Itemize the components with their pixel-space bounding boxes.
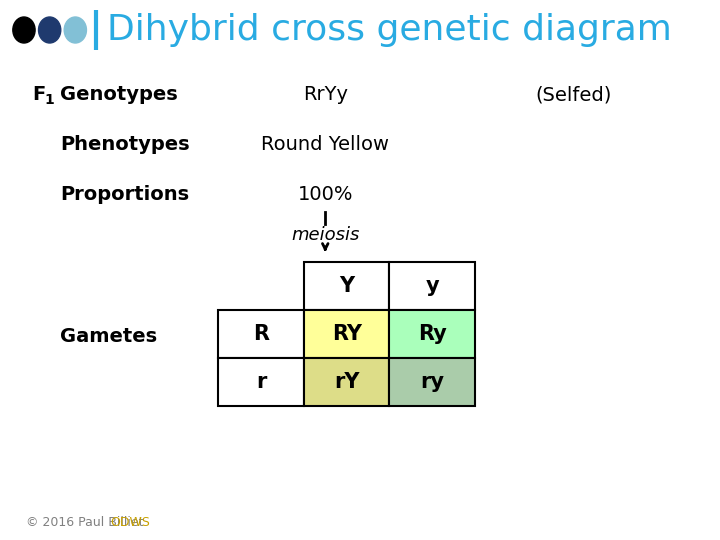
Text: 100%: 100% <box>297 186 353 205</box>
FancyBboxPatch shape <box>390 310 475 358</box>
FancyBboxPatch shape <box>218 358 304 406</box>
Text: Ry: Ry <box>418 324 446 344</box>
Text: rY: rY <box>334 372 359 392</box>
Text: F: F <box>32 85 46 105</box>
Text: Phenotypes: Phenotypes <box>60 136 189 154</box>
Text: r: r <box>256 372 266 392</box>
Text: Proportions: Proportions <box>60 186 189 205</box>
Circle shape <box>38 17 60 43</box>
Text: © 2016 Paul Billiet: © 2016 Paul Billiet <box>26 516 147 529</box>
Text: meiosis: meiosis <box>291 226 359 244</box>
FancyBboxPatch shape <box>304 358 390 406</box>
Text: Round Yellow: Round Yellow <box>261 136 390 154</box>
Text: Dihybrid cross genetic diagram: Dihybrid cross genetic diagram <box>107 13 672 47</box>
Circle shape <box>64 17 86 43</box>
Text: Gametes: Gametes <box>60 327 157 346</box>
Text: R: R <box>253 324 269 344</box>
Text: (Selfed): (Selfed) <box>535 85 612 105</box>
Text: ry: ry <box>420 372 444 392</box>
Text: 1: 1 <box>45 93 54 107</box>
FancyBboxPatch shape <box>304 262 390 310</box>
FancyBboxPatch shape <box>218 310 304 358</box>
FancyBboxPatch shape <box>390 358 475 406</box>
Text: RrYy: RrYy <box>302 85 348 105</box>
Circle shape <box>13 17 35 43</box>
Text: RY: RY <box>332 324 361 344</box>
Text: Y: Y <box>339 276 354 296</box>
Text: y: y <box>426 276 439 296</box>
FancyBboxPatch shape <box>390 262 475 310</box>
Text: Genotypes: Genotypes <box>60 85 178 105</box>
Text: ODWS: ODWS <box>110 516 150 529</box>
FancyBboxPatch shape <box>304 310 390 358</box>
